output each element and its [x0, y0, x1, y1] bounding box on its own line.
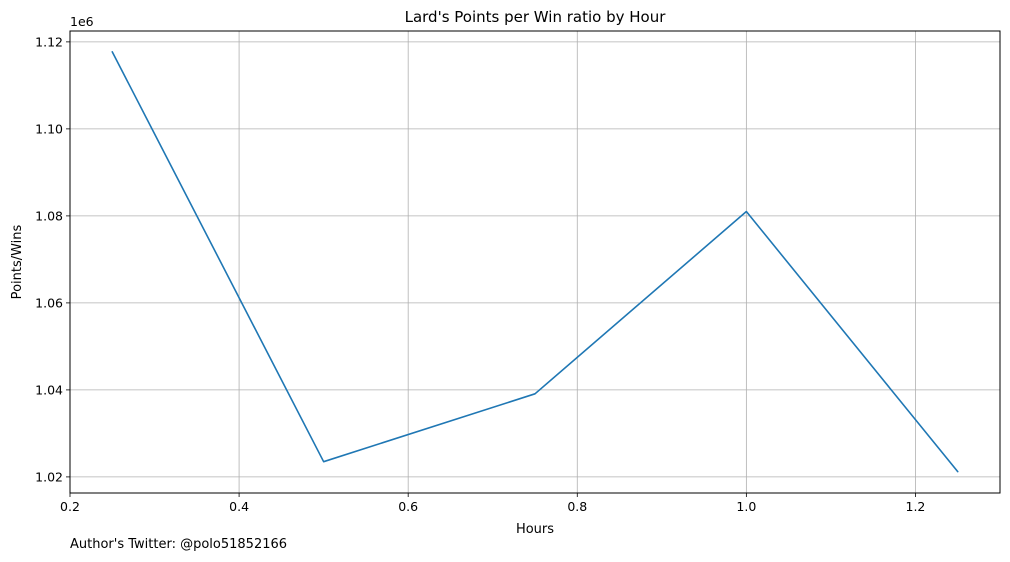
plot-frame	[69, 30, 1001, 494]
x-axis-ticks: 0.2 0.4 0.6 0.8 1.0 1.2	[60, 493, 925, 514]
y-tick-label: 1.06	[35, 295, 63, 310]
y-tick-label: 1.12	[35, 34, 63, 49]
x-tick-label: 1.2	[906, 499, 926, 514]
y-tick-label: 1.04	[35, 382, 63, 397]
y-tick-label: 1.10	[35, 121, 63, 136]
y-tick-label: 1.08	[35, 208, 63, 223]
grid-lines	[69, 31, 1000, 493]
y-axis-label: Points/Wins	[10, 224, 25, 299]
x-axis-label: Hours	[516, 522, 554, 537]
x-tick-label: 0.8	[567, 499, 587, 514]
chart-title: Lard's Points per Win ratio by Hour	[405, 8, 667, 26]
y-axis-ticks: 1.02 1.04 1.06 1.08 1.10 1.12	[35, 34, 70, 484]
author-credit: Author's Twitter: @polo51852166	[70, 537, 288, 552]
series-group	[111, 51, 959, 473]
x-tick-label: 0.2	[60, 499, 80, 514]
x-tick-label: 1.0	[736, 499, 756, 514]
x-tick-label: 0.4	[229, 499, 249, 514]
x-tick-label: 0.6	[398, 499, 418, 514]
y-offset-text: 1e6	[70, 14, 94, 29]
y-tick-label: 1.02	[35, 469, 63, 484]
